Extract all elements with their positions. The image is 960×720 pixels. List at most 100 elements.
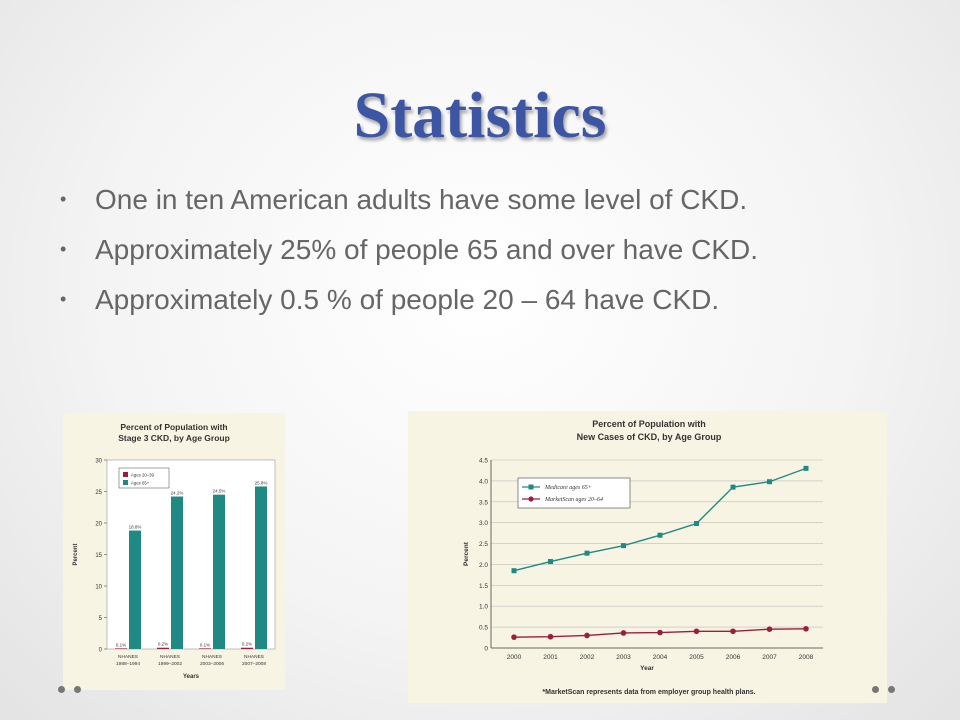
bullet-text: One in ten American adults have some lev… — [95, 184, 748, 215]
data-label: 0.1% — [200, 642, 210, 647]
left-decor-dots — [58, 680, 90, 698]
data-point — [657, 629, 663, 636]
bar — [115, 648, 127, 649]
x-tick-label: 2003 — [616, 654, 631, 661]
data-label: 25.8% — [255, 480, 268, 485]
data-point — [511, 568, 517, 574]
y-axis-label: Percent — [73, 543, 79, 565]
bullet-item: • One in ten American adults have some le… — [58, 182, 918, 217]
bar — [157, 647, 169, 649]
x-axis-label: Years — [183, 674, 200, 680]
chart-title: Percent of Population with — [120, 422, 227, 432]
data-point — [584, 632, 590, 639]
y-tick-label: 2.0 — [479, 562, 488, 569]
data-label: 24.5% — [213, 489, 226, 494]
data-point — [694, 521, 699, 527]
bullet-list: • One in ten American adults have some le… — [58, 182, 918, 332]
data-label: 18.8% — [129, 525, 142, 530]
bar — [129, 530, 141, 649]
y-tick-label: 0 — [99, 648, 103, 654]
y-tick-label: 4.0 — [479, 478, 488, 485]
x-tick-label: NHANES — [202, 654, 222, 660]
y-tick-label: 0.5 — [479, 625, 488, 632]
data-point — [693, 628, 700, 635]
chart-title: Percent of Population with — [592, 419, 706, 429]
legend-marker — [528, 484, 534, 490]
chart-title: New Cases of CKD, by Age Group — [577, 432, 722, 442]
data-point — [803, 625, 809, 632]
y-tick-label: 4.5 — [479, 458, 488, 465]
bullet-item: • Approximately 0.5 % of people 20 – 64 h… — [58, 282, 918, 317]
data-point — [620, 630, 627, 636]
bullet-text: Approximately 0.5 % of people 20 – 64 ha… — [95, 284, 720, 315]
bar — [199, 648, 211, 649]
bar — [241, 647, 253, 649]
y-tick-label: 20 — [95, 522, 102, 528]
data-point — [767, 479, 772, 485]
data-point — [766, 626, 773, 632]
data-point — [657, 532, 663, 538]
data-label: 0.2% — [242, 642, 252, 647]
x-tick-label: 1988–1994 — [116, 661, 140, 667]
data-point — [548, 559, 553, 565]
x-tick-label: 2001 — [543, 654, 558, 661]
y-tick-label: 10 — [95, 585, 102, 591]
legend-swatch — [123, 480, 128, 485]
legend-label: Ages 65+ — [131, 481, 150, 486]
y-tick-label: 1.5 — [479, 583, 488, 590]
bar — [255, 486, 267, 649]
x-tick-label: 2000 — [507, 654, 522, 661]
x-tick-label: NHANES — [160, 654, 180, 660]
data-point — [730, 628, 736, 635]
x-tick-label: 1999–2002 — [158, 661, 182, 667]
x-tick-label: NHANES — [244, 654, 264, 660]
y-axis-label: Percent — [463, 541, 470, 566]
legend-label: MarketScan ages 20–64 — [544, 496, 603, 503]
bullet-text: Approximately 25% of people 65 and over … — [95, 234, 759, 265]
data-point — [730, 484, 736, 490]
data-point — [511, 634, 517, 640]
legend-label: Ages 20–39 — [131, 473, 155, 478]
y-tick-label: 30 — [95, 459, 102, 465]
data-label: 0.1% — [116, 642, 126, 647]
bullet-icon: • — [60, 289, 67, 309]
x-tick-label: 2007 — [762, 654, 777, 661]
legend-box — [517, 477, 631, 509]
chart-title: Stage 3 CKD, by Age Group — [118, 433, 230, 443]
legend-label: Medicare ages 65+ — [544, 485, 592, 491]
x-tick-label: 2006 — [726, 654, 741, 661]
bar-chart-panel: Percent of Population with Stage 3 CKD, b… — [63, 413, 285, 690]
data-point — [547, 633, 554, 640]
x-tick-label: NHANES — [118, 654, 138, 660]
y-tick-label: 3.0 — [479, 520, 488, 527]
data-point — [621, 543, 626, 549]
data-label: 24.2% — [171, 491, 184, 496]
bullet-icon: • — [60, 189, 67, 209]
bar — [213, 494, 225, 649]
right-decor-dots — [872, 680, 904, 698]
legend-box — [118, 467, 170, 489]
y-tick-label: 3.5 — [479, 499, 488, 506]
bullet-item: • Approximately 25% of people 65 and over… — [58, 232, 918, 267]
data-point — [584, 550, 590, 556]
x-tick-label: 2002 — [580, 654, 595, 661]
y-tick-label: 5 — [99, 616, 103, 622]
bar — [171, 496, 183, 649]
line-chart: Percent of Population with New Cases of C… — [463, 419, 823, 696]
data-label: 0.2% — [158, 642, 168, 647]
chart-footnote: *MarketScan represents data from employe… — [542, 689, 755, 696]
slide-title: Statistics — [353, 79, 607, 152]
legend-marker — [528, 496, 534, 502]
x-tick-label: 2003–2006 — [200, 661, 224, 667]
y-tick-label: 1.0 — [479, 604, 488, 611]
y-tick-label: 0 — [484, 646, 488, 653]
data-point — [803, 465, 809, 471]
bullet-icon: • — [60, 239, 67, 259]
x-tick-label: 2005 — [689, 654, 704, 661]
y-tick-label: 15 — [95, 553, 102, 559]
y-tick-label: 25 — [95, 490, 102, 496]
y-tick-label: 2.5 — [479, 541, 488, 548]
x-tick-label: 2004 — [653, 654, 668, 661]
x-tick-label: 2008 — [799, 654, 814, 661]
